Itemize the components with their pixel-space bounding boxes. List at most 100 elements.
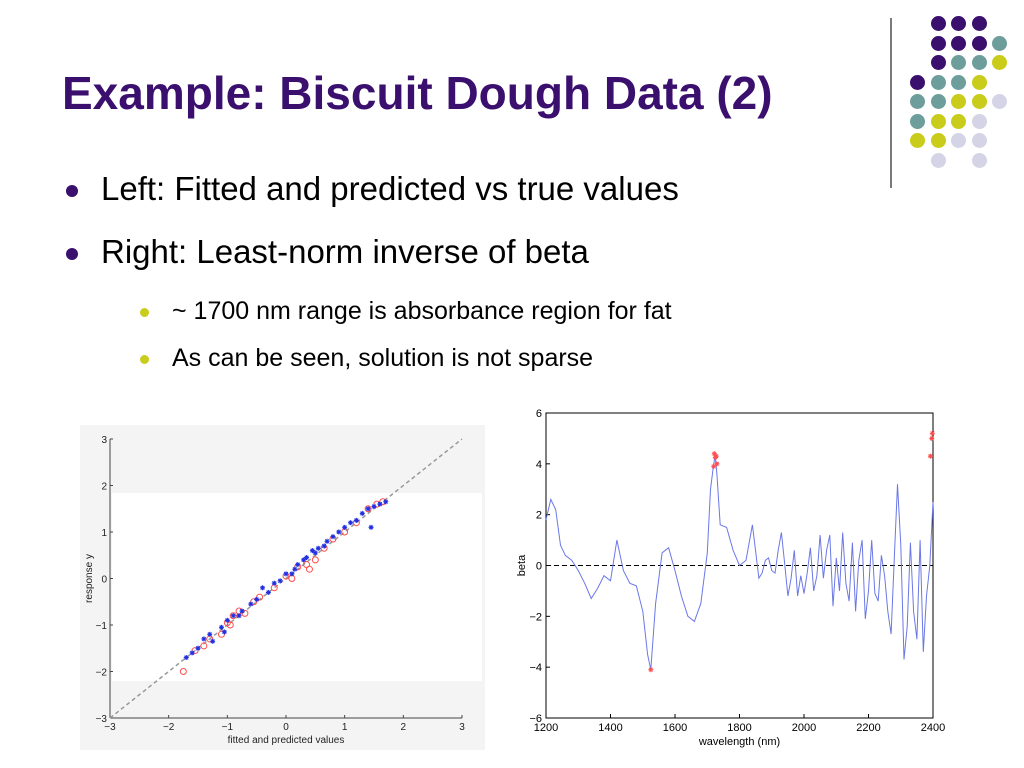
x-tick-label: 2200 (856, 722, 880, 734)
fitted-point (301, 557, 307, 563)
predicted-point (200, 642, 208, 650)
decorative-dot (951, 74, 966, 90)
fitted-point (248, 601, 254, 607)
y-tick-label: −3 (96, 714, 108, 725)
y-tick-label: 3 (101, 435, 107, 446)
fitted-point (239, 608, 245, 614)
fitted-point (368, 524, 374, 530)
predicted-point (229, 612, 237, 620)
fitted-point (230, 613, 236, 619)
fitted-point (260, 585, 266, 591)
decorative-dot (930, 133, 946, 148)
decorative-dot (930, 94, 946, 109)
bullet-icon (66, 185, 78, 197)
predicted-point (364, 505, 372, 513)
fitted-point (348, 520, 354, 526)
y-tick-label: 6 (536, 408, 542, 420)
chart-plot-area (112, 493, 482, 681)
sub-bullet-text: ~ 1700 nm range is absorbance region for… (172, 297, 672, 325)
fitted-point (304, 555, 310, 561)
x-tick-label: −2 (163, 722, 175, 733)
x-tick-label: 2400 (921, 722, 945, 734)
sub-bullet-text: As can be seen, solution is not sparse (172, 344, 594, 372)
y-tick-label: 1 (101, 528, 107, 539)
decorative-dot (971, 113, 987, 129)
x-tick-label: 2000 (792, 722, 816, 734)
decorative-dot (910, 113, 925, 129)
decorative-dot (971, 16, 987, 31)
fitted-point (195, 645, 201, 651)
predicted-point (311, 556, 319, 564)
decorative-dot (951, 55, 966, 70)
scatter-chart: −3 −2 −1 0 1 2 3 −3 −2 −1 0 1 2 3 fitted and predicted… (80, 425, 485, 750)
fitted-point (377, 501, 383, 507)
sub-bullet-item: ~ 1700 nm range is absorbance region for… (140, 296, 679, 326)
fitted-point (312, 550, 318, 556)
decorative-dot (930, 74, 946, 90)
x-tick-label: 1800 (727, 722, 751, 734)
fitted-point (218, 624, 224, 630)
decorative-dot-grid (0, 0, 1024, 200)
beta-marker (929, 430, 935, 436)
decorative-dot (992, 55, 1007, 70)
fitted-point (271, 580, 277, 586)
decorative-dot (971, 55, 987, 70)
y-tick-label: −2 (529, 611, 542, 623)
bullet-item: Right: Least-norm inverse of beta (66, 233, 679, 271)
fitted-point (292, 566, 298, 572)
x-tick-label: −1 (222, 722, 234, 733)
x-tick-label: 2 (401, 722, 407, 733)
predicted-point (179, 668, 187, 675)
decorative-dot (992, 35, 1007, 51)
fitted-point (221, 629, 227, 635)
fitted-point (254, 596, 260, 602)
fitted-point (353, 517, 359, 523)
decorative-dot (951, 94, 966, 109)
x-tick-label: 1200 (534, 722, 558, 734)
fitted-point (336, 529, 342, 535)
y-tick-label: 0 (101, 575, 107, 586)
fitted-point (324, 538, 330, 544)
x-axis-label: fitted and predicted values (228, 735, 345, 746)
fitted-point (201, 636, 207, 642)
sub-bullet-item: As can be seen, solution is not sparse (140, 343, 679, 373)
scatter-chart-figure: −3 −2 −1 0 1 2 3 −3 −2 −1 0 1 2 3 fitted and predicted… (80, 425, 485, 750)
bullet-list: Left: Fitted and predicted vs true value… (66, 170, 679, 390)
decorative-dot (951, 133, 966, 148)
predicted-point (305, 565, 313, 573)
decorative-dot (930, 35, 946, 51)
x-tick-label: 0 (283, 722, 289, 733)
fitted-point (277, 578, 283, 584)
predicted-point (226, 621, 234, 629)
sub-bullet-icon (140, 308, 149, 317)
decorative-dot (971, 133, 987, 148)
fitted-point (189, 650, 195, 656)
beta-line-chart: 1200 1400 1600 1800 2000 2200 2400 −6 −4 −2 0 2 4 6 wa… (516, 408, 945, 748)
decorative-dot (971, 74, 987, 90)
y-tick-label: 2 (536, 510, 542, 522)
decorative-dot (951, 35, 966, 51)
x-axis-label: wavelength (nm) (698, 736, 780, 748)
beta-marker (927, 453, 933, 459)
beta-marker (714, 461, 720, 467)
y-tick-label: −2 (96, 668, 108, 679)
decorative-dot (971, 35, 987, 51)
fitted-point (295, 562, 301, 568)
decorative-dot (971, 152, 987, 168)
fitted-point (359, 510, 365, 516)
fitted-point (210, 638, 216, 644)
fitted-point (321, 543, 327, 549)
y-axis-label: response y (84, 554, 95, 603)
decorative-dot (910, 94, 925, 109)
beta-marker (648, 667, 654, 673)
y-tick-label: 2 (101, 482, 107, 493)
slide-title: Example: Biscuit Dough Data (2) (62, 67, 773, 119)
decorative-dot (971, 94, 987, 109)
fitted-point (383, 499, 389, 505)
decorative-dot (930, 152, 946, 168)
fitted-point (224, 617, 230, 623)
decorative-dot (930, 16, 946, 31)
bullet-icon (66, 248, 78, 260)
y-tick-label: −6 (529, 713, 542, 725)
title-divider (890, 18, 892, 188)
